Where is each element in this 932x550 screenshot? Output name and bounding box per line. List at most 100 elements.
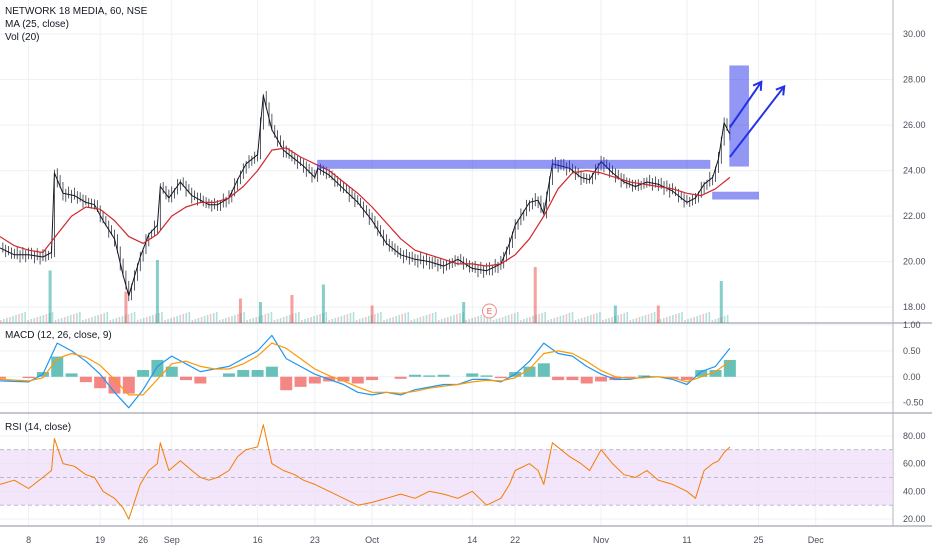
volume-bar — [15, 315, 17, 323]
macd-histogram-bar — [280, 376, 293, 391]
volume-bar — [51, 312, 54, 323]
volume-bar — [696, 316, 699, 323]
volume-bar — [416, 318, 419, 323]
x-tick-label: Nov — [593, 535, 610, 545]
target-arrow — [729, 85, 786, 158]
volume-bar — [100, 314, 102, 323]
volume-bar — [583, 317, 586, 323]
volume-bar — [626, 312, 629, 323]
macd-histogram-bar — [609, 376, 622, 381]
earnings-marker — [481, 303, 497, 319]
volume-bar — [425, 315, 428, 323]
volume-bar — [480, 315, 483, 323]
volume-bar — [599, 312, 601, 323]
projection-box — [729, 65, 749, 167]
macd-histogram-bar — [552, 376, 565, 381]
volume-bar — [39, 316, 42, 323]
volume-bar — [258, 316, 261, 323]
volume-bar — [238, 298, 242, 323]
y-tick-label: 0.50 — [903, 346, 921, 356]
volume-bar — [513, 313, 516, 323]
volume-bar — [228, 317, 230, 323]
volume-bar — [574, 320, 577, 323]
volume-bar — [176, 316, 178, 323]
volume-bar — [635, 318, 638, 323]
volume-bar — [3, 319, 5, 323]
macd-histogram-bar — [251, 370, 264, 377]
volume-bar — [723, 316, 726, 323]
volume-bar — [507, 315, 510, 323]
volume-bar — [325, 312, 327, 323]
volume-bar — [559, 316, 562, 323]
y-tick-label: 24.00 — [903, 166, 926, 176]
volume-bar — [647, 314, 650, 323]
volume-bar — [547, 320, 549, 323]
volume-bar — [106, 312, 109, 323]
volume-bar — [158, 313, 160, 323]
volume-bar — [112, 319, 115, 323]
macd-histogram-bar — [595, 376, 608, 382]
x-tick-label: 22 — [510, 535, 520, 545]
macd-histogram-bar — [695, 370, 708, 377]
volume-bar — [234, 315, 236, 323]
volume-bar — [91, 317, 93, 323]
volume-bar — [533, 267, 537, 323]
volume-bar — [535, 315, 537, 323]
volume-bar — [170, 318, 172, 323]
volume-bar — [638, 317, 641, 323]
volume-bar — [337, 317, 340, 323]
y-tick-label: 28.00 — [903, 75, 926, 85]
volume-bar — [687, 319, 689, 323]
volume-bar — [290, 295, 294, 323]
volume-bar — [316, 315, 318, 323]
rsi-line — [0, 424, 731, 520]
x-tick-label: 26 — [138, 535, 148, 545]
volume-bar — [12, 316, 14, 323]
macd-histogram-bar — [709, 370, 722, 377]
target-arrowhead — [775, 84, 786, 96]
volume-bar — [726, 315, 729, 323]
volume-bar — [267, 313, 270, 323]
volume-bar — [54, 320, 57, 323]
x-tick-label: Oct — [365, 535, 380, 545]
x-tick-label: 11 — [682, 535, 691, 545]
macd-histogram-bar — [237, 370, 250, 377]
volume-bar — [602, 320, 604, 323]
volume-bar — [291, 314, 294, 323]
volume-bar — [504, 316, 507, 323]
volume-bar — [656, 305, 660, 323]
volume-bar — [33, 318, 36, 323]
volume-bar — [182, 314, 185, 323]
volume-bar — [225, 318, 227, 323]
volume-bar — [252, 318, 255, 323]
macd-histogram-bar — [494, 376, 507, 379]
volume-bar — [447, 317, 449, 323]
volume-bar — [492, 320, 495, 323]
volume-bar — [371, 315, 373, 323]
volume-bar — [340, 316, 343, 323]
volume-bar — [203, 316, 206, 323]
volume-bar — [389, 318, 391, 323]
y-tick-label: 26.00 — [903, 120, 926, 130]
volume-bar — [237, 314, 239, 323]
volume-bar — [477, 316, 480, 323]
volume-bar — [586, 316, 589, 323]
volume-bar — [304, 319, 306, 323]
volume-bar — [662, 318, 665, 323]
volume-bar — [653, 312, 656, 323]
x-tick-label: 16 — [253, 535, 263, 545]
volume-bar — [167, 319, 169, 323]
volume-bar — [392, 317, 394, 323]
volume-bar — [294, 313, 297, 323]
volume-bar — [307, 318, 309, 323]
volume-bar — [313, 316, 315, 323]
volume-bar — [650, 313, 653, 323]
resistance-band — [317, 159, 711, 169]
volume-bar — [681, 312, 683, 323]
volume-bar — [218, 320, 221, 323]
volume-bar — [419, 317, 422, 323]
volume-bar — [264, 314, 267, 323]
macd-histogram-bar — [0, 376, 6, 379]
volume-bar — [355, 320, 358, 323]
